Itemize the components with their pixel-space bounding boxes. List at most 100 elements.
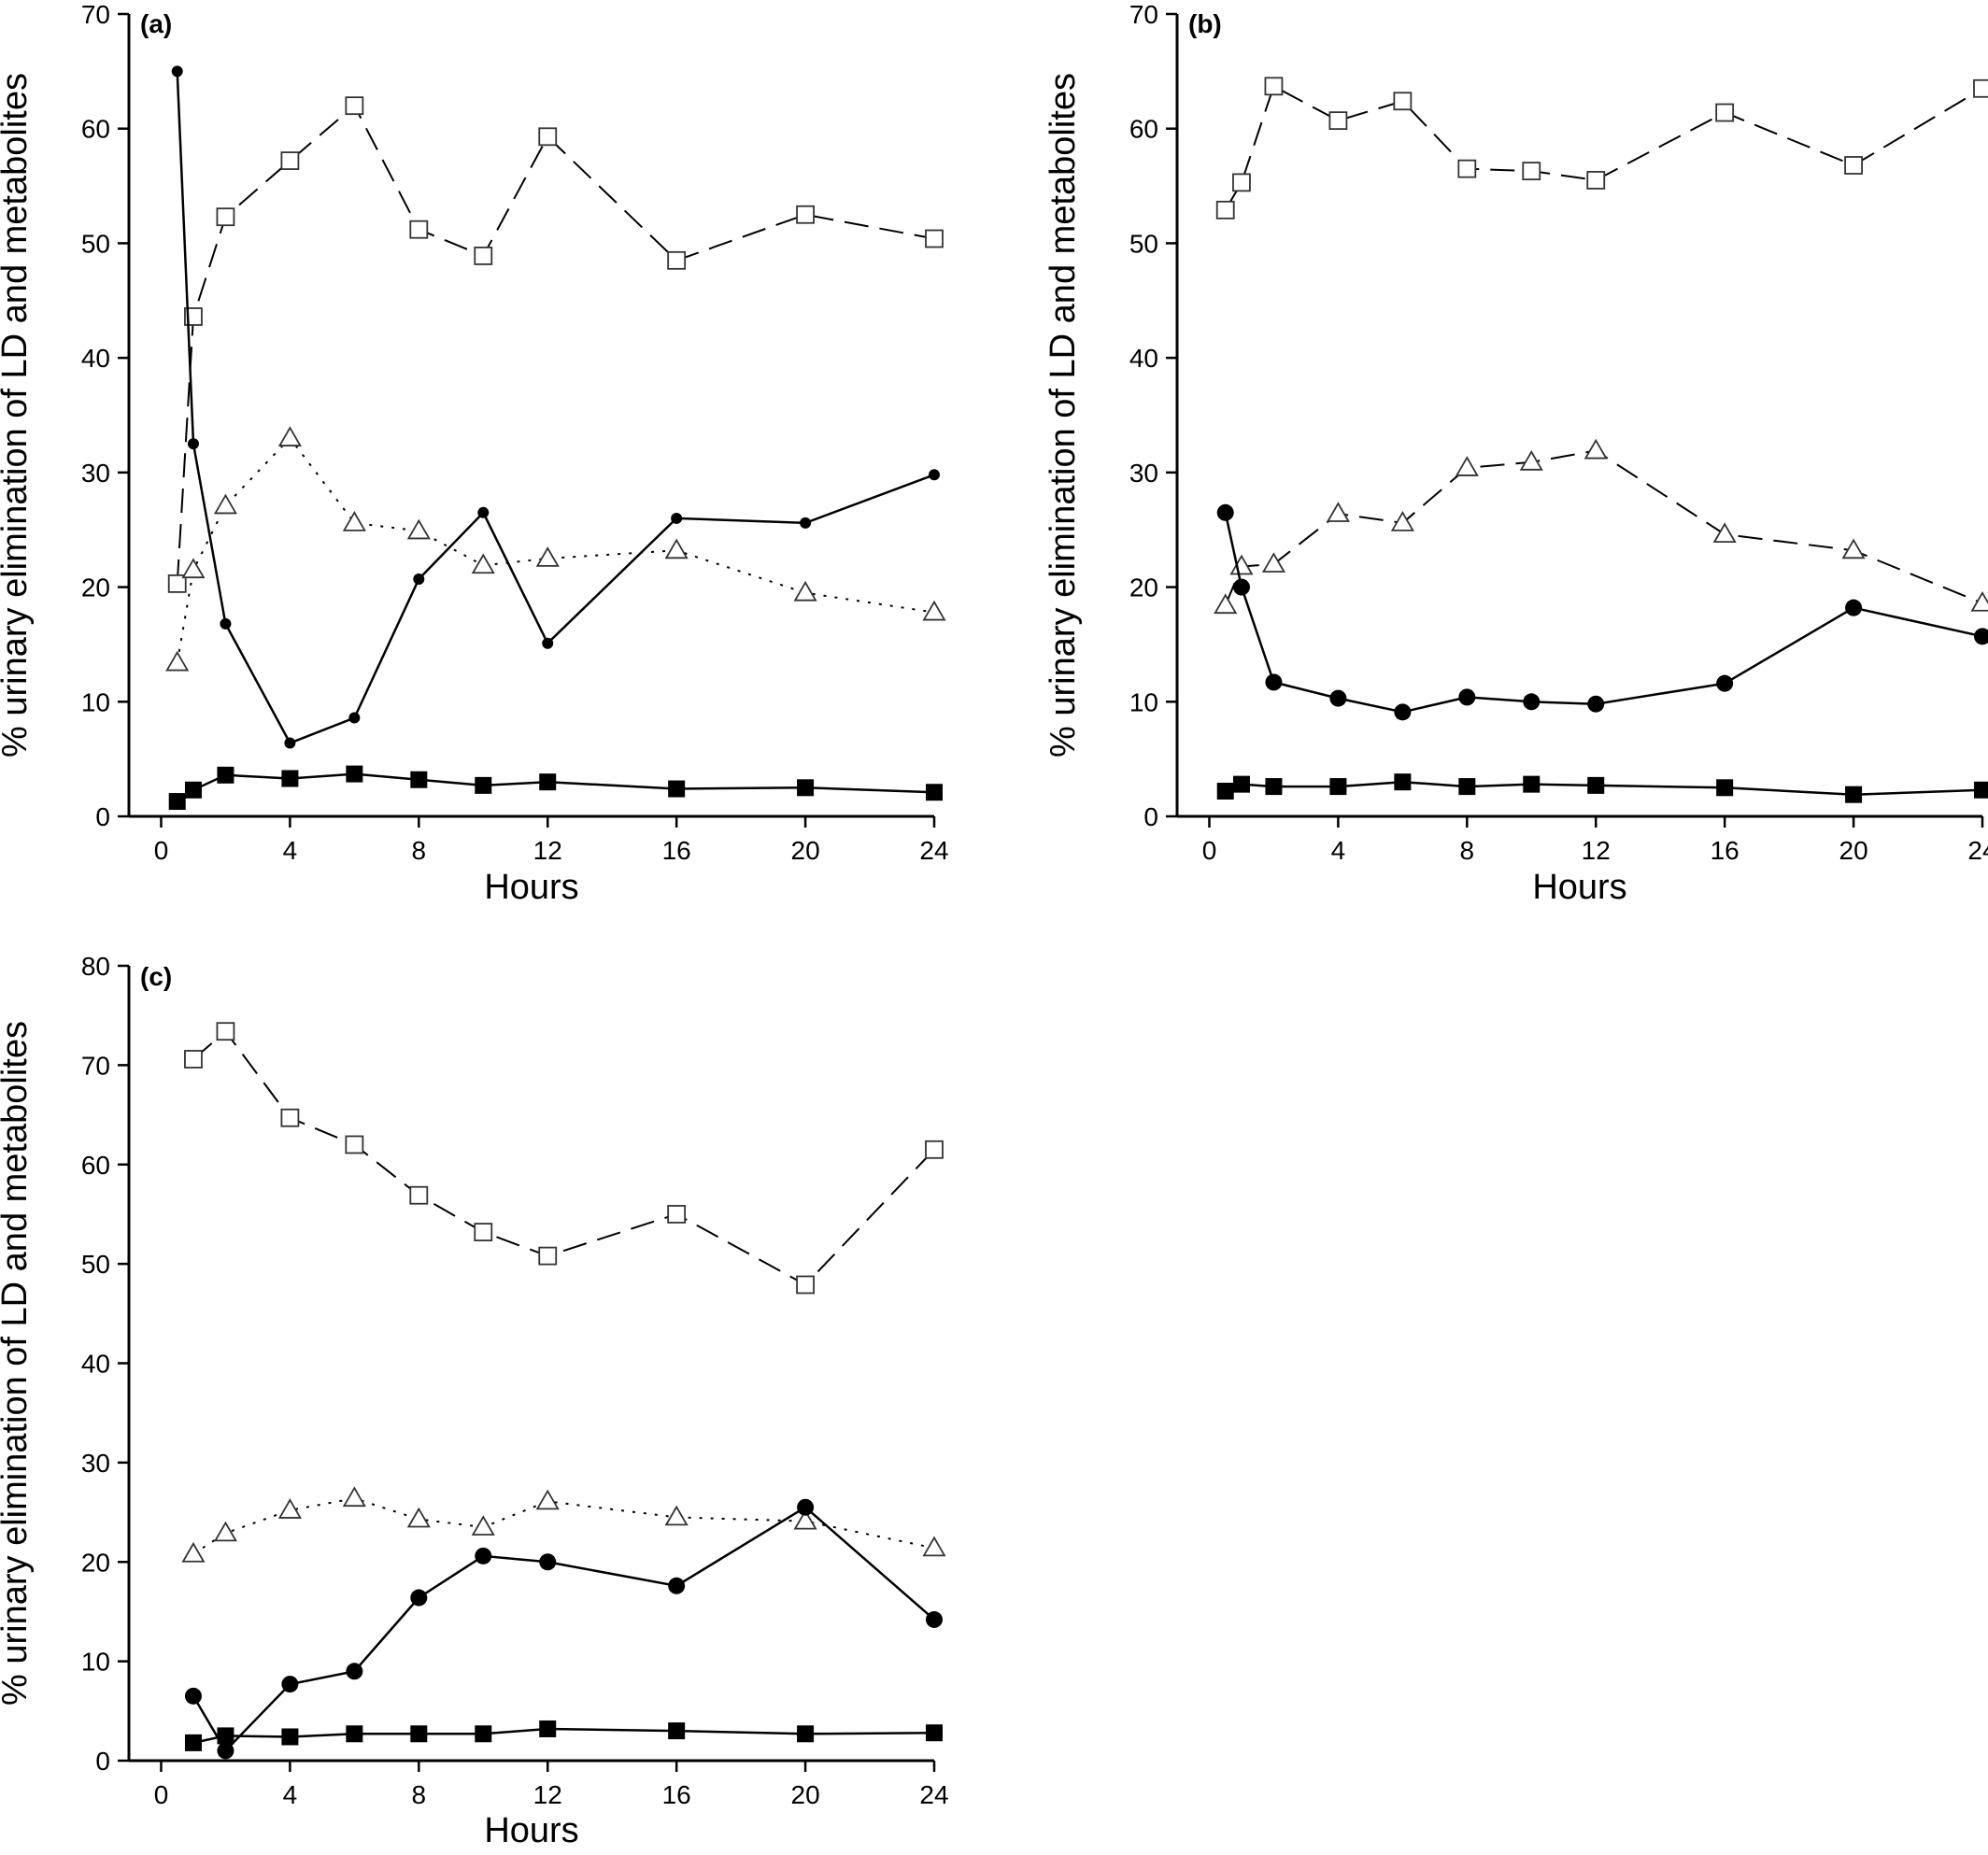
filled-circle-point: [800, 517, 812, 529]
y-axis-title: % urinary elimination of LD and metaboli…: [0, 1021, 35, 1706]
x-tick-label: 16: [662, 836, 691, 865]
filled-square-point: [217, 1727, 234, 1745]
y-tick-label: 60: [1129, 115, 1158, 144]
filled-square-point: [184, 781, 202, 799]
open-square-point: [474, 1223, 493, 1241]
y-tick-label: 60: [81, 1151, 110, 1180]
x-tick-label: 0: [154, 836, 169, 865]
filled-circle-point: [797, 1498, 815, 1516]
open-triangle-point: [277, 426, 302, 446]
filled-square-point: [1845, 786, 1863, 803]
filled-square-point: [1329, 778, 1347, 796]
y-tick-label: 40: [1129, 344, 1158, 373]
open-square-point: [409, 219, 429, 239]
x-tick-label: 16: [1711, 836, 1740, 865]
series-line: [192, 1727, 935, 1745]
open-square-point: [538, 127, 558, 147]
y-tick-label: 70: [1129, 0, 1158, 29]
x-tick-label: 8: [412, 836, 427, 865]
y-tick-label: 20: [1129, 573, 1158, 602]
filled-circle-point: [281, 1676, 299, 1693]
series-line: [1224, 449, 1983, 606]
filled-circle-point: [187, 438, 199, 450]
open-square-point: [1393, 92, 1413, 111]
filled-circle-point: [1265, 673, 1283, 691]
filled-circle-point: [1523, 693, 1541, 711]
filled-square-point: [1216, 783, 1234, 800]
panel-label: (b): [1188, 9, 1222, 38]
x-tick-label: 20: [791, 1780, 820, 1809]
y-axis-title: % urinary elimination of LD and metaboli…: [1044, 73, 1083, 758]
open-triangle-point: [342, 511, 366, 531]
panel-label: (c): [140, 962, 172, 991]
series-filled-square: [168, 765, 943, 811]
filled-circle-point: [542, 637, 554, 649]
x-tick-label: 12: [533, 1780, 562, 1809]
panel-label: (a): [140, 9, 172, 38]
open-triangle-point: [471, 553, 495, 574]
y-tick-label: 30: [81, 459, 110, 488]
series-open-square: [184, 1022, 944, 1295]
open-triangle-point: [406, 1507, 431, 1528]
y-tick-label: 50: [81, 229, 110, 258]
x-axis-title: Hours: [484, 868, 578, 907]
filled-square-point: [539, 1720, 557, 1737]
filled-circle-point: [1216, 503, 1234, 521]
filled-circle-point: [1232, 578, 1250, 596]
open-triangle-point: [535, 546, 560, 567]
series-filled-circle: [184, 1498, 943, 1760]
y-axis-title: % urinary elimination of LD and metaboli…: [0, 73, 35, 758]
open-square-point: [1457, 159, 1477, 178]
filled-circle-point: [668, 1577, 686, 1594]
open-triangle-point: [1583, 438, 1608, 460]
filled-square-point: [168, 793, 186, 811]
open-square-point: [1328, 111, 1348, 131]
filled-square-point: [668, 780, 686, 798]
filled-circle-point: [346, 1663, 363, 1680]
series-filled-circle: [1216, 503, 1988, 721]
x-tick-label: 4: [283, 836, 298, 865]
y-tick-label: 10: [81, 1648, 110, 1677]
x-tick-label: 0: [1202, 836, 1217, 865]
open-square-point: [345, 1135, 364, 1154]
open-triangle-point: [793, 580, 817, 602]
open-square-point: [667, 250, 687, 270]
open-triangle-point: [471, 1515, 495, 1536]
filled-circle-point: [220, 617, 232, 630]
filled-circle-point: [413, 573, 425, 585]
filled-circle-point: [410, 1589, 428, 1607]
filled-circle-point: [475, 1547, 492, 1565]
y-tick-label: 40: [81, 1350, 110, 1379]
chart-panel-c: 0 10 20 30 40 50 60 70 80 0 4 8 12 16 20 24 Hours % urina…: [0, 952, 949, 1850]
open-triangle-point: [1519, 450, 1543, 471]
filled-circle-point: [184, 1687, 202, 1705]
open-square-point: [667, 1205, 687, 1224]
open-triangle-point: [1455, 456, 1479, 476]
open-square-point: [1215, 200, 1235, 219]
x-tick-label: 16: [662, 1780, 691, 1809]
filled-circle-point: [477, 506, 490, 518]
filled-square-point: [281, 1728, 299, 1746]
open-square-point: [216, 1022, 235, 1041]
series-filled-square: [184, 1720, 943, 1751]
y-tick-label: 10: [81, 687, 110, 716]
filled-square-point: [475, 776, 492, 794]
open-square-point: [1586, 171, 1606, 190]
filled-square-point: [668, 1722, 686, 1740]
open-triangle-point: [213, 493, 238, 515]
filled-circle-point: [171, 65, 183, 78]
filled-square-point: [281, 770, 299, 787]
open-triangle-point: [1214, 593, 1238, 615]
filled-square-point: [1232, 775, 1250, 793]
filled-square-point: [926, 784, 943, 801]
open-triangle-point: [922, 1536, 946, 1557]
series-line: [1224, 512, 1983, 714]
x-tick-label: 24: [1967, 836, 1988, 865]
filled-square-point: [475, 1725, 492, 1743]
filled-square-point: [1716, 779, 1734, 797]
y-tick-label: 70: [81, 0, 110, 29]
open-square-point: [538, 1246, 558, 1266]
filled-square-point: [346, 765, 363, 783]
open-square-point: [925, 1140, 944, 1159]
